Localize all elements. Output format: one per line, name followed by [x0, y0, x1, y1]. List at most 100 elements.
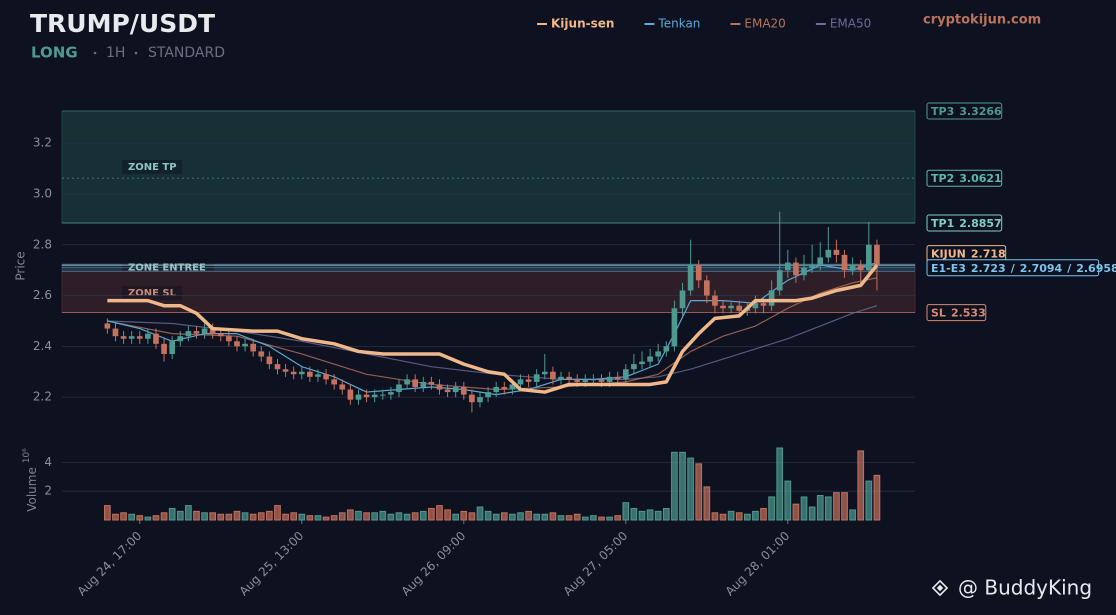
volume-bar	[468, 512, 476, 521]
volume-bar	[209, 512, 217, 521]
candle-body	[720, 305, 726, 309]
candle-body	[606, 376, 613, 382]
candle-body	[841, 254, 848, 271]
volume-bar	[452, 513, 460, 521]
candle-body	[679, 290, 686, 309]
level-label-box	[926, 169, 1003, 187]
candle-body	[768, 290, 775, 306]
volume-bar	[565, 515, 573, 521]
candle-body	[809, 265, 815, 268]
level-label-text: SL 2.533	[931, 307, 986, 320]
volume-bar	[428, 507, 435, 521]
candle-body	[339, 384, 346, 390]
candle-body	[363, 394, 370, 398]
volume-bar	[776, 447, 784, 521]
candle-body	[185, 331, 192, 337]
candle-body	[736, 305, 743, 311]
candle-body	[436, 384, 443, 390]
candle-body	[112, 328, 119, 337]
candle-body	[250, 343, 257, 352]
candle-body	[128, 336, 135, 339]
candle-body	[712, 295, 718, 306]
volume-bar	[193, 510, 200, 521]
legend-label: Kijun-sen	[551, 17, 614, 31]
y-axis-label: Price	[14, 251, 28, 280]
candle-body	[266, 356, 273, 365]
indicator-line	[107, 305, 878, 380]
volume-bar	[752, 510, 759, 521]
candle-body	[558, 376, 564, 380]
volume-bar	[598, 516, 605, 521]
volume-bar	[144, 516, 152, 521]
volume-bar	[136, 515, 144, 521]
candle-body	[647, 356, 653, 362]
volume-bar	[760, 507, 767, 521]
separator-dot	[93, 51, 97, 55]
volume-bar	[387, 513, 395, 521]
volume-bar	[314, 515, 322, 521]
level-label: TP2 3.0621	[926, 169, 1003, 187]
candle-body	[420, 381, 427, 387]
volume-bar	[573, 513, 581, 521]
volume-bar	[176, 510, 184, 521]
level-label: SL 2.533	[926, 304, 987, 322]
candle-body	[379, 394, 386, 396]
volume-bar	[816, 495, 824, 521]
y-tick-label: 2.4	[33, 339, 52, 353]
candle-body	[136, 336, 143, 339]
volume-bar	[338, 512, 346, 521]
candle-body	[161, 343, 167, 354]
candle-body	[404, 379, 410, 385]
candle-body	[371, 394, 378, 398]
volume-bar	[282, 513, 289, 521]
level-label-part: 3.0621	[959, 172, 1001, 185]
candle-body	[274, 364, 281, 370]
level-label-part: 2.718	[971, 248, 1006, 261]
volume-bar	[622, 502, 630, 521]
volume-bar	[379, 510, 387, 521]
volume-bar	[274, 505, 281, 521]
entry-label-part: E1-E3	[931, 262, 966, 275]
candle-body	[242, 343, 248, 347]
candle-body	[428, 381, 435, 385]
y-tick-label: 3.2	[33, 136, 52, 150]
volume-bar	[768, 496, 775, 521]
level-label-text: TP1 2.8857	[931, 217, 1002, 230]
candle-body	[614, 376, 621, 380]
candle-body	[307, 371, 313, 377]
candle-body	[509, 384, 516, 390]
candle-body	[493, 386, 500, 393]
candle-body	[525, 379, 532, 382]
volume-bar	[112, 513, 119, 521]
candle-body	[501, 386, 508, 390]
legend-label: EMA20	[744, 17, 785, 31]
y-tick-label: 2.2	[33, 390, 52, 404]
volume-bar	[792, 503, 800, 521]
candle-body	[169, 341, 176, 354]
volume-bar	[330, 515, 338, 521]
volume-label-text: Volume	[25, 467, 39, 512]
x-tick-label: Aug 27, 05:00	[561, 529, 631, 599]
level-label-box	[926, 304, 987, 322]
volume-bar	[719, 513, 727, 521]
candle-body	[258, 351, 265, 357]
candle-body	[282, 369, 289, 372]
level-label-part: 2.533	[951, 307, 986, 320]
candle-body	[703, 280, 710, 296]
candle-body	[671, 308, 678, 347]
volume-bar	[128, 513, 136, 521]
candle-body	[477, 397, 483, 403]
candle-body	[388, 392, 394, 395]
volume-bar	[873, 474, 881, 521]
level-label-text: KIJUN 2.718	[931, 248, 1006, 261]
level-label-part: 2.8857	[959, 217, 1001, 230]
level-label-part: KIJUN	[931, 248, 966, 261]
direction: LONG	[31, 44, 78, 62]
volume-bar	[476, 506, 484, 521]
volume-bar	[662, 507, 670, 521]
candle-body	[145, 333, 151, 339]
candle-body	[485, 392, 491, 398]
volume-bar	[492, 513, 500, 521]
source: cryptokijun.com	[923, 13, 1041, 28]
